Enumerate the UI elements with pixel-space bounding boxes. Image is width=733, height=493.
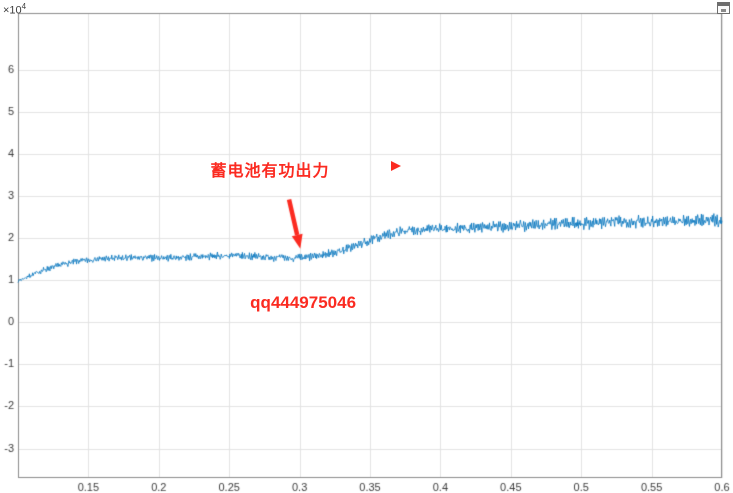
annotation-battery-power-label: 蓄电池有功出力 [210, 162, 330, 180]
annotation-watermark-label: qq444975046 [250, 293, 357, 313]
y-axis-exponent-value: 4 [21, 2, 27, 11]
open-window-icon-detail [721, 9, 726, 12]
y-axis-exponent-label: ×104 [3, 2, 26, 17]
triangle-marker-icon [391, 160, 402, 171]
open-window-icon[interactable] [717, 2, 730, 14]
y-axis-exponent-prefix: ×10 [3, 4, 22, 17]
open-window-icon-titlebar [718, 3, 729, 6]
